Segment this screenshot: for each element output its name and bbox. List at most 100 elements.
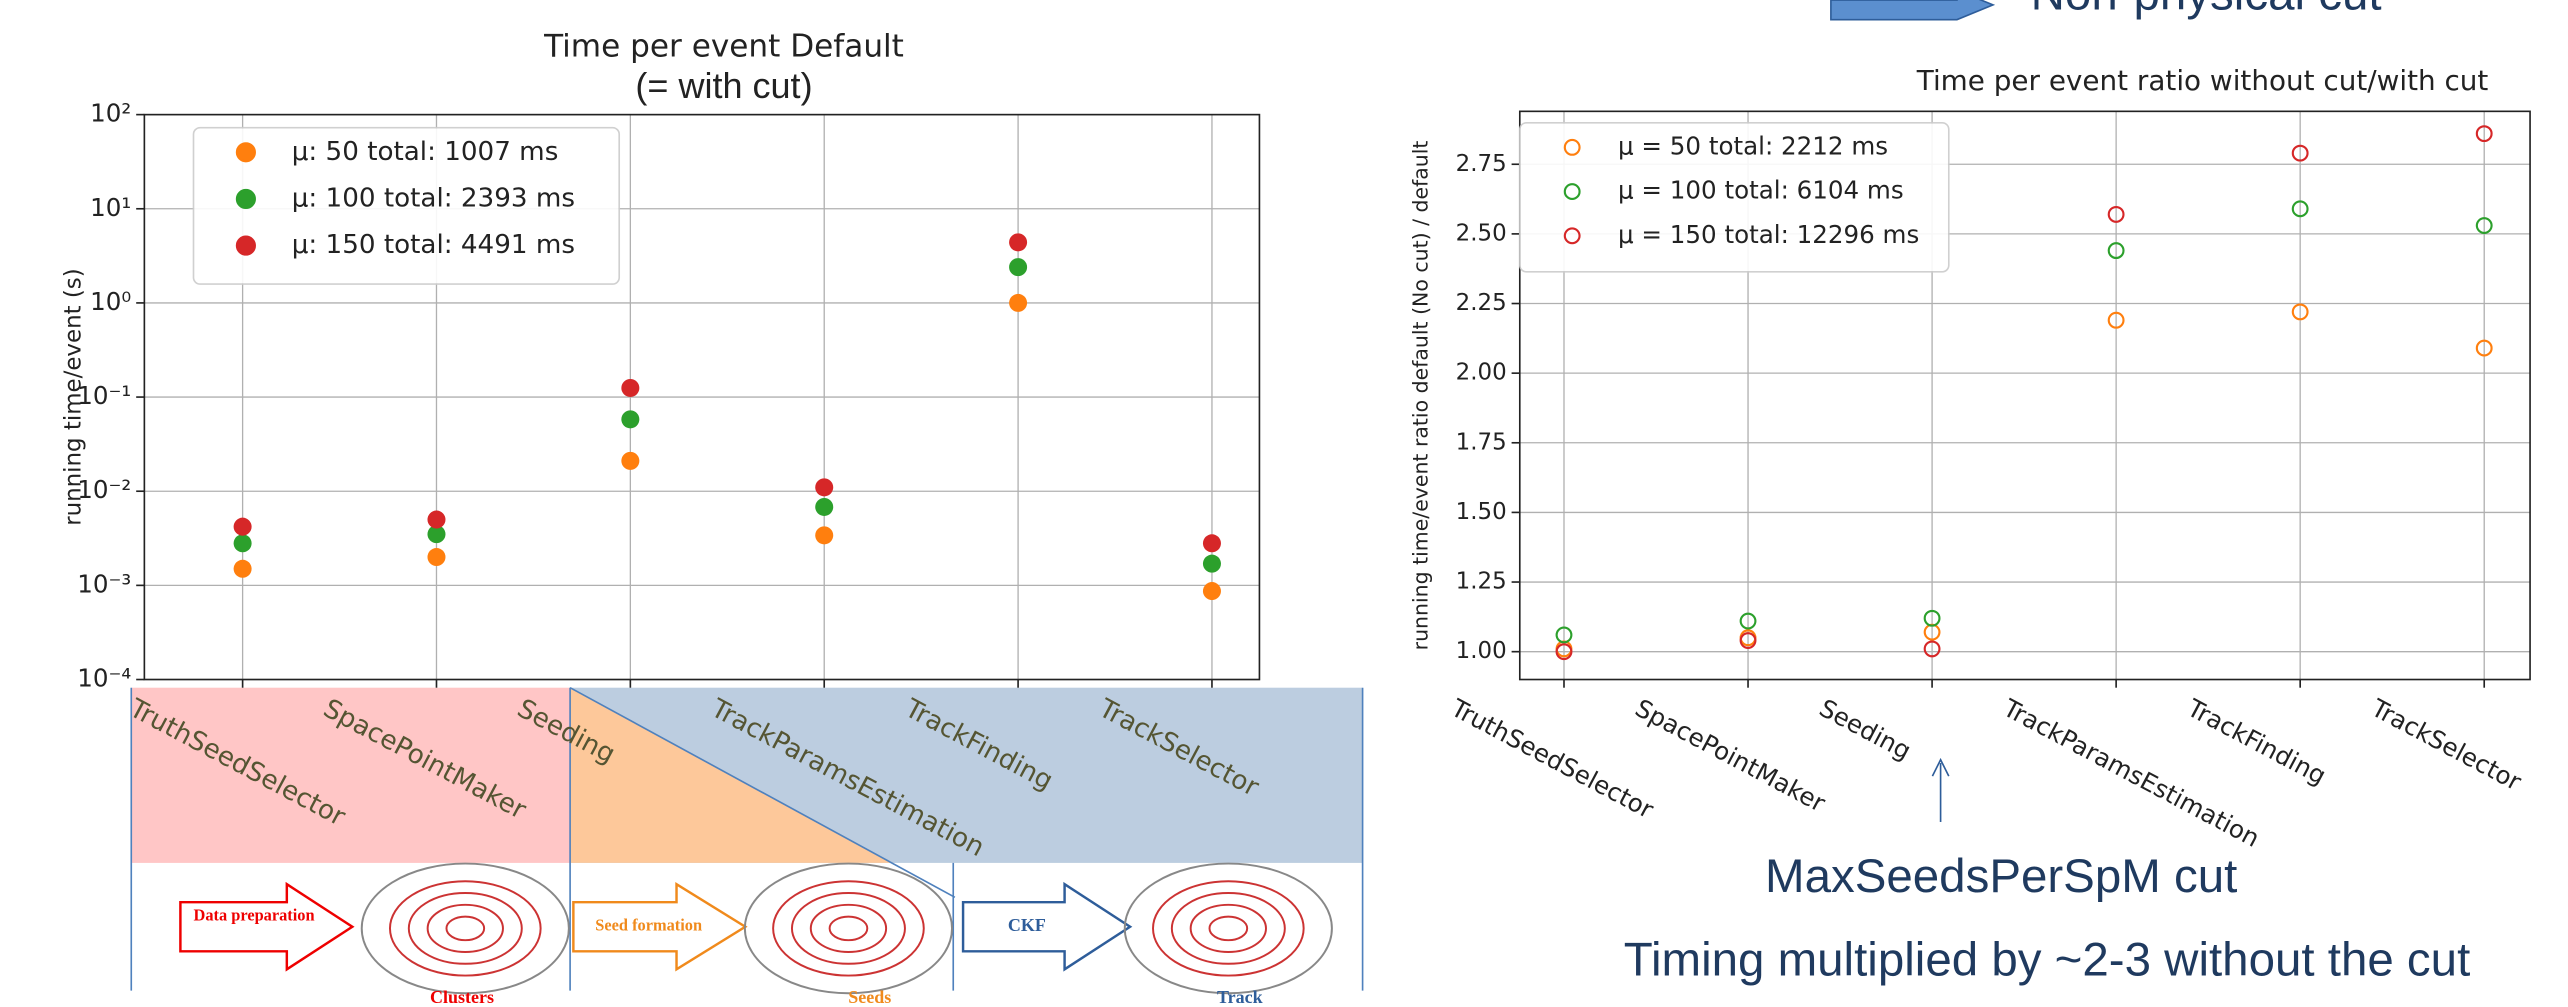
marker [233, 559, 252, 578]
marker [2107, 242, 2125, 260]
marker [1739, 632, 1757, 649]
legend-marker [1563, 138, 1581, 156]
annotation: Non-physical cut [2031, 0, 2382, 20]
marker [2107, 205, 2125, 223]
detectors [360, 862, 1333, 995]
x-tick-label: TrackSelector [2366, 693, 2527, 797]
legend-marker [1563, 227, 1581, 245]
marker [427, 510, 446, 529]
legend-label: μ = 50 total: 2212 ms [1618, 131, 1888, 160]
x-tick-label: Seeding [1815, 693, 1916, 765]
marker [233, 534, 252, 553]
ring [1123, 862, 1333, 995]
marker [1555, 643, 1573, 661]
marker [2291, 144, 2309, 162]
marker [427, 525, 446, 544]
marker [1009, 258, 1028, 277]
legend-label: μ: 100 total: 2393 ms [292, 183, 575, 213]
annotation: Timing multiplied by ~2-3 without the cu… [1624, 933, 2471, 986]
arrow [1830, 0, 1996, 21]
marker [2107, 311, 2125, 329]
marker [427, 548, 446, 567]
legend-marker [1563, 183, 1581, 201]
y-tick-label: 1.00 [1456, 638, 1507, 664]
ring [1208, 915, 1249, 942]
ring [1189, 903, 1267, 953]
legend-box [192, 126, 621, 285]
chart-subtitle: (= with cut) [635, 65, 812, 106]
y-tick-label: 10⁻⁴ [77, 664, 131, 693]
legend-label: μ = 100 total: 6104 ms [1618, 176, 1904, 205]
y-tick-label: 10⁻² [77, 475, 131, 504]
legend-label: μ = 150 total: 12296 ms [1618, 220, 1919, 249]
x-tick-label: TrackFinding [2182, 693, 2331, 791]
ring [407, 892, 523, 965]
ring [790, 892, 906, 965]
ring [828, 915, 869, 942]
y-tick-label: 2.25 [1456, 290, 1507, 316]
output-label: Seeds [848, 987, 891, 1007]
ring [809, 903, 888, 953]
legend-box [1518, 121, 1950, 273]
divider [569, 686, 956, 899]
y-axis-label: running time/event ratio default (No cut… [1409, 141, 1433, 651]
y-tick-label: 10⁻³ [77, 569, 131, 598]
marker [815, 526, 834, 545]
chart-title: Time per event ratio without cut/with cu… [1916, 64, 2489, 97]
marker [2291, 303, 2309, 321]
legend-marker [235, 188, 256, 210]
step-label: Seed formation [595, 916, 702, 935]
step-label: Data preparation [194, 906, 315, 925]
dividers [130, 687, 1364, 991]
y-tick-label: 2.00 [1456, 360, 1507, 386]
y-tick-label: 10⁰ [90, 287, 131, 316]
marker [233, 517, 252, 536]
output-label: Clusters [430, 987, 494, 1007]
y-tick-label: 1.75 [1456, 429, 1507, 455]
legend-marker [235, 142, 256, 163]
ring [426, 903, 504, 953]
pointer [1931, 757, 1950, 777]
marker [621, 410, 640, 429]
y-tick-label: 2.75 [1456, 151, 1507, 177]
marker [1739, 612, 1757, 630]
marker [1923, 609, 1941, 627]
x-tick-label: SpacePointMaker [1631, 693, 1831, 818]
marker [815, 478, 834, 497]
annotation: MaxSeedsPerSpM cut [1765, 850, 2237, 903]
bg-block [131, 687, 571, 863]
marker [2475, 125, 2493, 143]
y-tick-label: 10⁻¹ [77, 381, 131, 410]
marker [2475, 339, 2493, 357]
marker [1009, 233, 1028, 252]
marker [1923, 640, 1941, 658]
marker [1009, 293, 1028, 312]
plot-frame [1518, 110, 2531, 681]
arrow [961, 881, 1133, 972]
y-tick-label: 1.50 [1456, 499, 1507, 525]
marker [1555, 626, 1573, 644]
plot-frame [143, 113, 1261, 681]
y-tick-label: 10¹ [90, 193, 131, 222]
ring [445, 915, 486, 942]
ring [743, 862, 953, 995]
chart-title: Time per event Default [543, 28, 904, 64]
ring [360, 862, 570, 995]
ring [1152, 880, 1305, 977]
ring [388, 880, 542, 977]
ring [772, 880, 925, 977]
ring [1170, 892, 1286, 965]
marker [1202, 554, 1221, 573]
y-tick-label: 1.25 [1456, 569, 1507, 595]
marker [621, 378, 640, 397]
marker [1202, 582, 1221, 601]
legend-label: μ: 150 total: 4491 ms [292, 230, 575, 260]
legend-marker [235, 235, 256, 256]
y-tick-label: 10² [90, 99, 131, 128]
y-axis-label: running time/event (s) [60, 268, 86, 525]
y-tick-label: 2.50 [1456, 220, 1507, 246]
arrow [572, 881, 748, 972]
arrow [179, 881, 355, 972]
